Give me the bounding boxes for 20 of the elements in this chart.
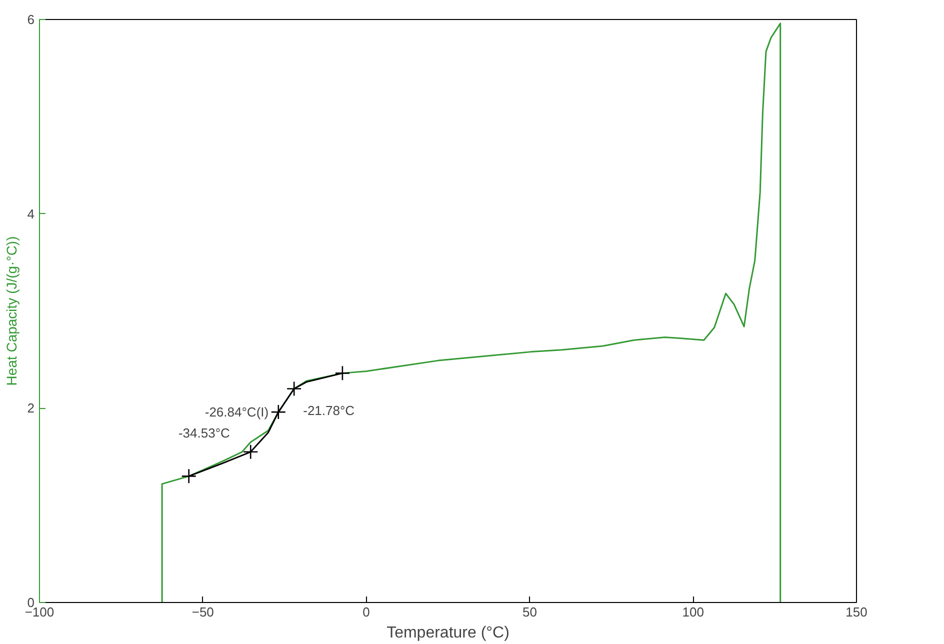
x-tick-label: −50 [192,604,214,620]
annotation: -34.53°C [178,425,230,440]
y-tick-label: 4 [27,206,35,222]
point [270,404,286,420]
x-tick-label: 100 [682,604,704,620]
point [242,444,258,460]
point [286,381,302,396]
point [181,468,196,484]
y-tick-label: 6 [27,12,35,27]
y-axis-title: Heat Capacity (J/(g·°C)) [3,236,20,386]
x-axis-title: Temperature (°C) [386,624,510,642]
annotation: -21.78°C [303,403,355,418]
x-tick-label: 50 [522,604,537,620]
annotation: -26.84°C(I) [204,404,269,420]
y-tick-label: 0 [27,595,35,610]
line-series [161,22,782,602]
x-tick-label: 150 [846,604,868,620]
x-tick-label: 0 [362,604,370,620]
point [334,366,350,381]
y-tick-label: 2 [27,400,35,416]
